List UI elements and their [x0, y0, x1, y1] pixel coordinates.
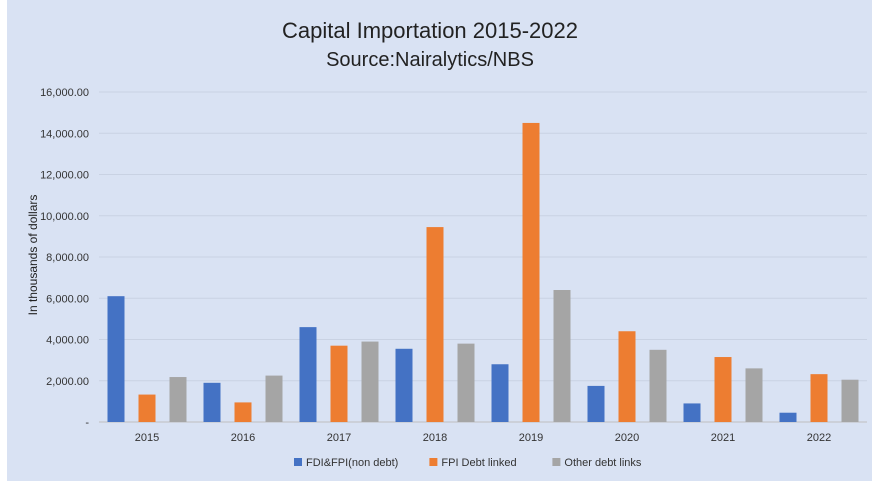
bar-2020-2 [649, 349, 667, 422]
bar-2022-0 [779, 412, 797, 422]
x-tick-label: 2017 [327, 432, 351, 444]
x-tick-label: 2020 [615, 432, 639, 444]
bar-2016-0 [203, 382, 221, 422]
capital-importation-chart: Capital Importation 2015-2022 Source:Nai… [26, 18, 867, 469]
bar-2020-0 [587, 385, 605, 422]
y-axis-ticks: - 2,000.00 4,000.00 6,000.00 8,000.00 10,000.… [40, 87, 89, 429]
bar-2022-2 [841, 379, 859, 422]
bar-2015-1 [138, 394, 156, 422]
x-tick-label: 2022 [807, 432, 831, 444]
legend: FDI&FPI(non debt) FPI Debt linked Other de… [294, 457, 642, 469]
y-tick-label: - [85, 417, 89, 429]
x-tick-label: 2019 [519, 432, 543, 444]
bars [107, 122, 859, 422]
y-tick-label: 12,000.00 [40, 170, 89, 182]
x-tick-label: 2015 [135, 432, 159, 444]
bar-2016-1 [234, 402, 252, 422]
bar-2020-1 [618, 331, 636, 422]
y-tick-label: 10,000.00 [40, 211, 89, 223]
legend-label: FDI&FPI(non debt) [306, 457, 398, 469]
y-axis-label: In thousands of dollars [26, 195, 40, 316]
bar-2015-2 [169, 377, 187, 422]
bar-2017-0 [299, 327, 317, 422]
legend-label: Other debt links [564, 457, 642, 469]
bar-2022-1 [810, 374, 828, 422]
bar-2021-0 [683, 403, 701, 422]
legend-label: FPI Debt linked [441, 457, 516, 469]
y-tick-label: 8,000.00 [46, 252, 89, 264]
bar-2015-0 [107, 296, 125, 422]
bar-2016-2 [265, 375, 283, 422]
legend-swatch [294, 458, 302, 466]
bar-2019-1 [522, 122, 540, 422]
gridlines [99, 91, 867, 423]
chart-panel: Capital Importation 2015-2022 Source:Nai… [7, 0, 872, 481]
chart-title: Capital Importation 2015-2022 [282, 18, 578, 43]
legend-swatch [429, 458, 438, 466]
legend-swatch [552, 458, 561, 466]
bar-2018-1 [426, 227, 444, 422]
y-tick-label: 6,000.00 [46, 293, 89, 305]
bar-2017-1 [330, 345, 348, 422]
x-tick-label: 2016 [231, 432, 255, 444]
x-tick-label: 2021 [711, 432, 735, 444]
y-tick-label: 4,000.00 [46, 335, 89, 347]
bar-2021-1 [714, 357, 732, 422]
x-tick-label: 2018 [423, 432, 447, 444]
bar-2019-0 [491, 364, 509, 422]
y-tick-label: 2,000.00 [46, 376, 89, 388]
bar-2017-2 [361, 341, 379, 422]
bar-2021-2 [745, 368, 763, 422]
bar-2018-2 [457, 343, 475, 422]
bar-2019-2 [553, 290, 571, 422]
chart-subtitle: Source:Nairalytics/NBS [326, 49, 534, 71]
y-tick-label: 14,000.00 [40, 128, 89, 140]
x-axis-ticks: 2015 2016 2017 2018 2019 2020 2021 2022 [135, 432, 831, 444]
y-tick-label: 16,000.00 [40, 87, 89, 99]
bar-2018-0 [395, 348, 413, 422]
